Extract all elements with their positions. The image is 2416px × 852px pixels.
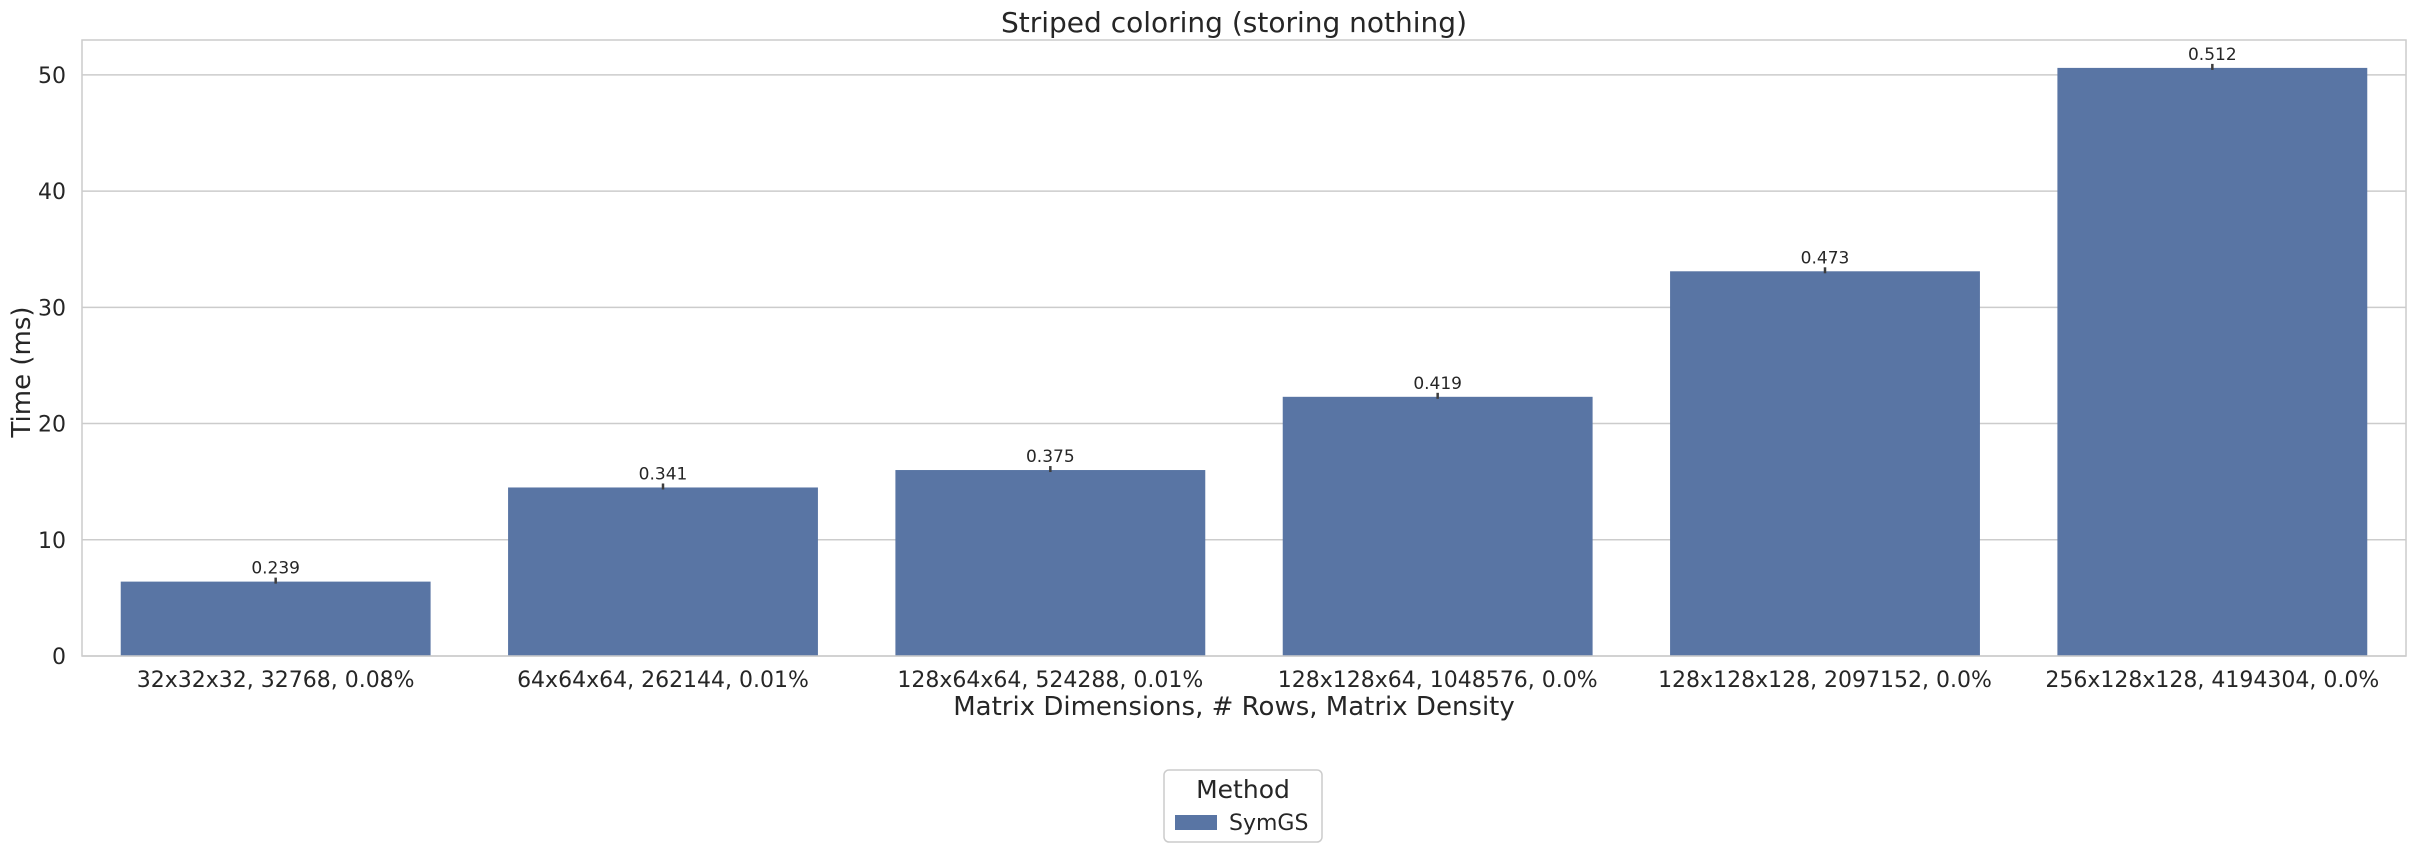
x-tick-label: 128x128x128, 2097152, 0.0% [1658,668,1992,693]
y-tick-label: 30 [38,296,66,321]
y-tick-label: 0 [52,645,66,670]
data-label: 0.375 [1026,447,1075,467]
bar [120,581,431,656]
bar [508,487,818,656]
y-tick-label: 50 [38,64,66,89]
x-tick-labels: 32x32x32, 32768, 0.08% 64x64x64, 262144, … [137,668,2380,693]
bars [120,67,2368,656]
bar [895,470,1206,656]
data-label: 0.239 [251,559,300,579]
data-label: 0.512 [2188,45,2237,65]
y-tick-label: 10 [38,529,66,554]
bar [1282,396,1593,656]
chart-title: Striped coloring (storing nothing) [1001,6,1467,39]
data-label: 0.419 [1413,374,1462,394]
legend-entry-symgs: SymGS [1229,811,1308,836]
y-tick-labels: 0 10 20 30 40 50 [38,64,66,670]
x-tick-label: 256x128x128, 4194304, 0.0% [2045,668,2379,693]
x-axis-label: Matrix Dimensions, # Rows, Matrix Densit… [953,692,1515,722]
bar [1670,271,1980,656]
x-tick-label: 128x128x64, 1048576, 0.0% [1278,668,1598,693]
x-tick-label: 64x64x64, 262144, 0.01% [517,668,809,693]
error-bars [274,63,2214,584]
data-label: 0.473 [1801,248,1850,268]
plot-frame [81,39,2407,657]
y-tick-label: 20 [38,413,66,438]
legend-title: Method [1196,775,1290,804]
x-tick-label: 128x64x64, 524288, 0.01% [897,668,1203,693]
bar [2057,67,2368,656]
legend: Method SymGS [1163,769,1323,843]
legend-swatch [1175,815,1217,830]
data-label: 0.341 [639,464,688,484]
y-axis-label: Time (ms) [7,306,37,438]
y-tick-label: 40 [38,180,66,205]
data-labels: 0.239 0.341 0.375 0.419 0.473 0.512 [251,45,2236,579]
x-tick-label: 32x32x32, 32768, 0.08% [137,668,415,693]
